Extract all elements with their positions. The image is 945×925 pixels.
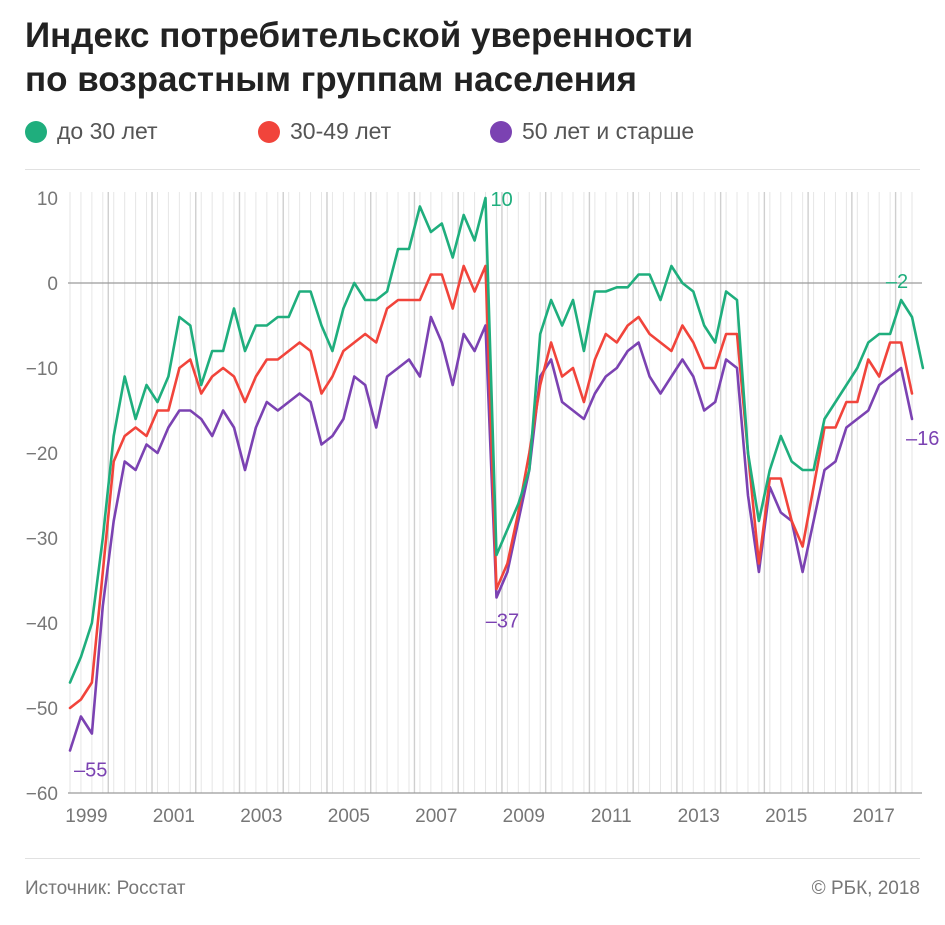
legend-label: 50 лет и старше — [522, 118, 695, 144]
x-tick-label: 2017 — [853, 806, 895, 827]
legend-item-under-30: до 30 лет — [25, 118, 158, 145]
x-tick-label: 2007 — [415, 806, 457, 827]
legend-item-30-49: 30-49 лет — [258, 118, 391, 145]
legend-dot-icon — [490, 120, 512, 143]
legend-label: до 30 лет — [57, 118, 158, 144]
chart-title-line-1: Индекс потребительской уверенности — [25, 16, 694, 55]
x-tick-label: 1999 — [65, 806, 107, 827]
data-label: –16 — [906, 428, 939, 450]
bottom-divider — [25, 858, 920, 859]
x-tick-label: 2015 — [765, 806, 807, 827]
legend-dot-icon — [25, 120, 47, 143]
y-tick-label: −60 — [26, 784, 58, 805]
y-tick-label: −40 — [26, 614, 58, 635]
y-tick-label: −20 — [26, 444, 58, 465]
data-label: –2 — [886, 271, 908, 293]
series-line — [68, 196, 925, 684]
data-label: 10 — [491, 189, 513, 211]
copyright: © РБК, 2018 — [811, 878, 920, 899]
x-tick-label: 2011 — [591, 806, 632, 827]
data-label: –55 — [74, 760, 107, 782]
line-chart: 10 0 −10 −20 −30 −40 −50 −60 1999 2001 2003 2005 200… — [26, 189, 940, 827]
x-tick-label: 2009 — [503, 806, 545, 827]
top-divider — [25, 169, 920, 170]
y-tick-label: 0 — [47, 274, 58, 295]
legend: до 30 лет 30-49 лет 50 лет и старше — [25, 118, 925, 148]
x-tick-label: 2005 — [328, 806, 370, 827]
x-tick-label: 2001 — [153, 806, 195, 827]
legend-dot-icon — [258, 120, 280, 143]
y-tick-label: −10 — [26, 359, 58, 380]
x-tick-label: 2013 — [678, 806, 720, 827]
y-tick-label: 10 — [37, 189, 58, 210]
y-tick-label: −50 — [26, 699, 58, 720]
x-tick-label: 2003 — [240, 806, 282, 827]
legend-label: 30-49 лет — [290, 118, 392, 144]
source-note: Источник: Росстат — [25, 878, 186, 899]
series-line — [68, 264, 914, 710]
legend-item-50-plus: 50 лет и старше — [490, 118, 694, 145]
chart-title-line-2: по возрастным группам населения — [25, 60, 637, 99]
data-label: –37 — [486, 611, 519, 633]
y-tick-label: −30 — [26, 529, 58, 550]
chart-title: Индекс потребительской уверенности по во… — [25, 14, 925, 102]
